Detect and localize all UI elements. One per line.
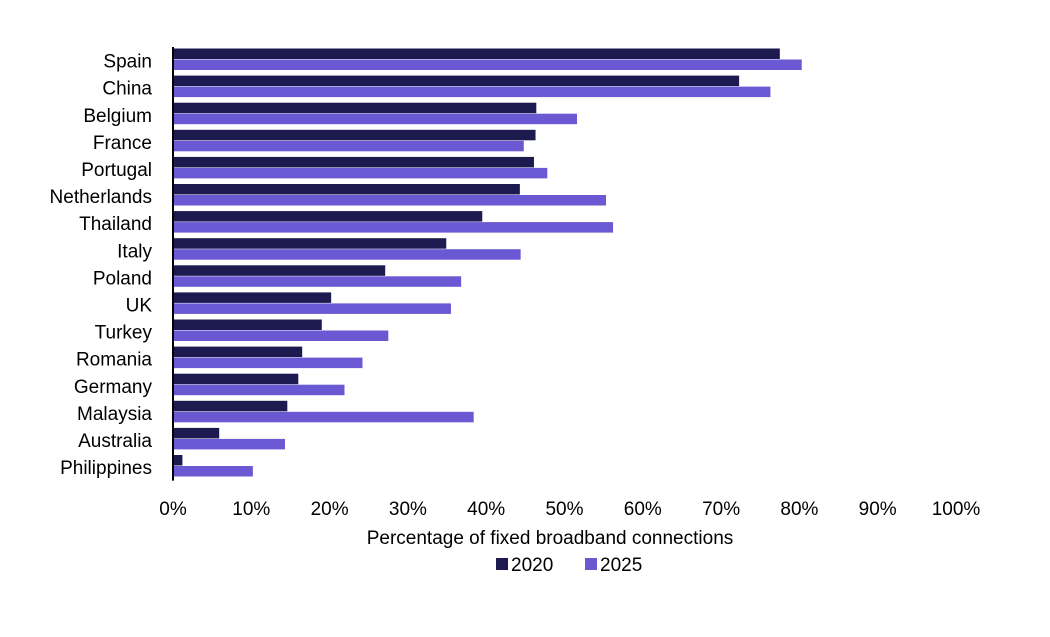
category-label: Poland <box>93 268 152 289</box>
bar-2025 <box>173 357 363 369</box>
x-tick-label: 100% <box>932 499 981 520</box>
legend-label-2020: 2020 <box>511 555 553 576</box>
category-label: Netherlands <box>50 187 152 208</box>
x-tick-label: 40% <box>467 499 505 520</box>
category-label: Turkey <box>95 323 153 344</box>
category-label: Belgium <box>83 106 152 127</box>
x-axis-title: Percentage of fixed broadband connection… <box>367 528 734 549</box>
x-tick-label: 80% <box>780 499 818 520</box>
bar-2025 <box>173 249 521 260</box>
category-label: Portugal <box>81 160 152 181</box>
bar-2020 <box>173 75 740 87</box>
x-tick-label: 0% <box>159 499 187 520</box>
x-tick-labels: 0% 10% 20% 30% 40% 50% 60% 70% 80% 90% 100% <box>159 499 980 520</box>
category-label: France <box>93 133 152 154</box>
category-label: Malaysia <box>77 404 152 425</box>
category-label: Romania <box>76 350 152 371</box>
bar-2020 <box>173 211 483 222</box>
legend-swatch-2020 <box>496 558 508 570</box>
bar-2025 <box>173 411 474 423</box>
bar-2025 <box>173 140 524 152</box>
bar-2025 <box>173 222 614 233</box>
bar-2020 <box>173 427 220 439</box>
legend: 2020 2025 <box>496 555 642 576</box>
bars <box>173 48 802 477</box>
category-label: Italy <box>117 241 152 262</box>
category-label: Thailand <box>79 214 152 235</box>
x-tick-label: 50% <box>545 499 583 520</box>
legend-swatch-2025 <box>585 558 597 570</box>
category-labels: Spain China Belgium France Portugal Netherlan… <box>50 52 153 479</box>
x-tick-label: 90% <box>859 499 897 520</box>
bar-2020 <box>173 319 322 330</box>
x-tick-label: 10% <box>232 499 270 520</box>
bar-2020 <box>173 265 386 276</box>
bar-2020 <box>173 373 299 385</box>
category-label: Philippines <box>60 458 152 479</box>
bar-2025 <box>173 303 451 314</box>
legend-label-2025: 2025 <box>600 555 642 576</box>
bar-2025 <box>173 276 462 287</box>
category-label: UK <box>126 295 153 316</box>
bar-2025 <box>173 384 345 396</box>
bar-2020 <box>173 48 780 59</box>
bar-2025 <box>173 59 802 70</box>
category-label: Germany <box>74 377 153 398</box>
bar-2020 <box>173 238 447 249</box>
bar-2020 <box>173 400 288 412</box>
bar-2025 <box>173 438 285 450</box>
bar-2020 <box>173 102 537 114</box>
bar-2025 <box>173 466 253 477</box>
bar-2020 <box>173 346 303 358</box>
bar-2020 <box>173 184 520 195</box>
category-label: China <box>102 79 152 100</box>
bar-2025 <box>173 195 606 206</box>
bar-2020 <box>173 455 183 466</box>
category-label: Spain <box>103 52 152 73</box>
bar-2025 <box>173 167 548 179</box>
bar-2025 <box>173 330 389 341</box>
x-tick-label: 20% <box>311 499 349 520</box>
x-tick-label: 70% <box>702 499 740 520</box>
bar-2020 <box>173 129 536 141</box>
bar-2020 <box>173 156 534 168</box>
x-tick-label: 60% <box>624 499 662 520</box>
category-label: Australia <box>78 431 152 452</box>
bar-2020 <box>173 292 332 303</box>
bar-2025 <box>173 113 578 125</box>
x-tick-label: 30% <box>389 499 427 520</box>
bar-2025 <box>173 86 771 98</box>
